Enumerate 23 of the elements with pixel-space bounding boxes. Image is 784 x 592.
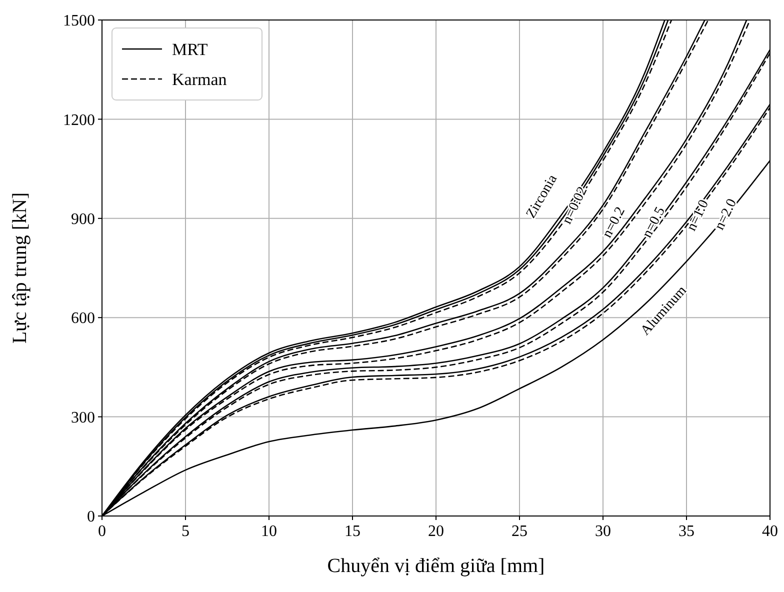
x-tick-label: 30 — [595, 523, 611, 540]
y-axis-title: Lực tập trung [kN] — [9, 192, 31, 344]
annotation: n=2.0 — [712, 196, 740, 232]
y-tick-label: 900 — [71, 211, 95, 228]
legend-label: MRT — [172, 40, 208, 59]
x-tick-label: 40 — [762, 523, 778, 540]
annotation: n=1.0 — [684, 198, 712, 234]
annotation: n=0.5 — [640, 204, 668, 240]
x-tick-label: 35 — [678, 523, 694, 540]
legend-label: Karman — [172, 70, 228, 89]
y-tick-label: 1500 — [63, 12, 95, 30]
x-axis-title: Chuyển vị điểm giữa [mm] — [327, 555, 545, 577]
y-tick-label: 1200 — [63, 112, 95, 129]
x-tick-label: 20 — [428, 523, 444, 540]
x-tick-label: 25 — [512, 523, 528, 540]
x-tick-label: 5 — [182, 523, 190, 540]
y-tick-label: 300 — [71, 409, 95, 426]
x-tick-label: 0 — [98, 523, 106, 540]
x-tick-label: 10 — [261, 523, 277, 540]
annotation: n=0.2 — [600, 204, 628, 240]
y-tick-label: 0 — [87, 508, 95, 526]
x-tick-label: 15 — [344, 523, 360, 540]
y-tick-label: 600 — [71, 310, 95, 328]
